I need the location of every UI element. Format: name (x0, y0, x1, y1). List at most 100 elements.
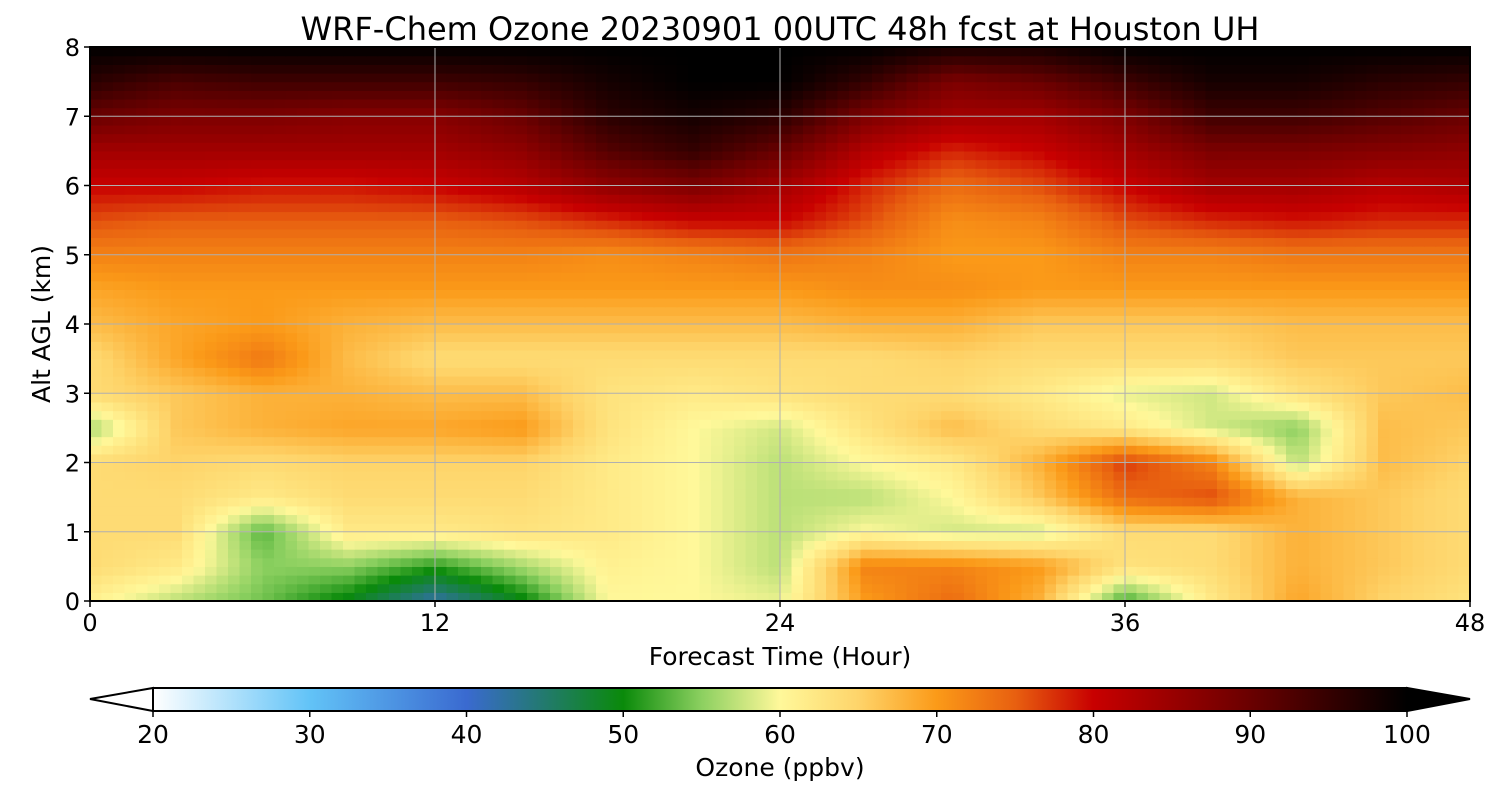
heatmap-cell (849, 272, 862, 282)
heatmap-cell (1044, 453, 1057, 464)
heatmap-cell (469, 436, 482, 446)
heatmap-cell (458, 497, 471, 507)
heatmap-cell (297, 324, 310, 334)
heatmap-cell (515, 471, 528, 481)
heatmap-cell (653, 246, 666, 256)
heatmap-cell (159, 488, 172, 498)
heatmap-cell (1113, 549, 1126, 559)
heatmap-cell (1297, 445, 1310, 455)
heatmap-cell (975, 246, 988, 256)
heatmap-cell (193, 419, 206, 429)
heatmap-cell (1263, 479, 1276, 490)
heatmap-cell (182, 332, 195, 342)
heatmap-cell (688, 592, 701, 601)
heatmap-cell (504, 349, 517, 360)
heatmap-cell (699, 479, 712, 490)
heatmap-cell (458, 505, 471, 516)
heatmap-cell (331, 272, 344, 282)
heatmap-cell (90, 298, 103, 308)
heatmap-cell (1332, 384, 1345, 394)
heatmap-cell (228, 436, 241, 446)
heatmap-cell (803, 427, 816, 438)
heatmap-cell (1332, 272, 1345, 282)
heatmap-cell (1171, 298, 1184, 308)
heatmap-cell (492, 540, 505, 550)
heatmap-cell (1389, 566, 1402, 576)
heatmap-cell (504, 488, 517, 498)
heatmap-cell (998, 298, 1011, 308)
heatmap-cell (780, 367, 793, 377)
heatmap-cell (1067, 479, 1080, 490)
heatmap-cell (826, 445, 839, 455)
heatmap-cell (527, 306, 540, 316)
heatmap-cell (389, 471, 402, 481)
heatmap-cell (688, 427, 701, 438)
heatmap-cell (1263, 514, 1276, 524)
heatmap-cell (1010, 566, 1023, 576)
heatmap-cell (182, 497, 195, 507)
heatmap-cell (883, 419, 896, 429)
heatmap-cell (1136, 306, 1149, 316)
heatmap-cell (1079, 419, 1092, 429)
heatmap-cell (239, 505, 252, 516)
heatmap-cell (1067, 254, 1080, 265)
heatmap-cell (366, 575, 379, 585)
heatmap-cell (90, 583, 103, 593)
heatmap-cell (481, 358, 494, 368)
heatmap-cell (780, 384, 793, 394)
heatmap-cell (745, 280, 758, 290)
heatmap-cell (170, 246, 183, 256)
heatmap-cell (918, 436, 931, 446)
heatmap-cell (1458, 246, 1470, 256)
heatmap-cell (492, 427, 505, 438)
heatmap-cell (1263, 367, 1276, 377)
heatmap-cell (1412, 419, 1425, 429)
heatmap-cell (481, 324, 494, 334)
heatmap-cell (320, 237, 333, 247)
heatmap-cell (297, 272, 310, 282)
heatmap-cell (515, 289, 528, 299)
heatmap-cell (1389, 367, 1402, 377)
heatmap-cell (906, 246, 919, 256)
heatmap-cell (400, 410, 413, 420)
heatmap-cell (883, 263, 896, 273)
heatmap-cell (205, 315, 218, 325)
heatmap-cell (320, 462, 333, 472)
heatmap-cell (883, 401, 896, 412)
heatmap-cell (1435, 349, 1448, 360)
heatmap-cell (354, 540, 367, 550)
heatmap-cell (803, 349, 816, 360)
heatmap-cell (711, 272, 724, 282)
heatmap-cell (113, 453, 126, 464)
heatmap-cell (504, 341, 517, 351)
heatmap-cell (182, 401, 195, 412)
heatmap-cell (561, 592, 574, 601)
heatmap-cell (561, 375, 574, 386)
heatmap-cell (941, 237, 954, 247)
heatmap-cell (469, 237, 482, 247)
heatmap-cell (1044, 358, 1057, 368)
heatmap-cell (607, 549, 620, 559)
heatmap-cell (1113, 419, 1126, 429)
heatmap-cell (239, 410, 252, 420)
heatmap-cell (1056, 514, 1069, 524)
heatmap-cell (734, 401, 747, 412)
heatmap-cell (1021, 575, 1034, 585)
heatmap-cell (147, 427, 160, 438)
heatmap-cell (906, 254, 919, 265)
heatmap-cell (1332, 531, 1345, 542)
heatmap-cell (1067, 592, 1080, 601)
heatmap-cell (1171, 393, 1184, 403)
heatmap-cell (182, 280, 195, 290)
heatmap-cell (1010, 497, 1023, 507)
heatmap-cell (469, 445, 482, 455)
heatmap-cell (1424, 358, 1437, 368)
heatmap-cell (607, 298, 620, 308)
heatmap-cell (124, 436, 137, 446)
heatmap-cell (1205, 540, 1218, 550)
heatmap-cell (251, 479, 264, 490)
heatmap-cell (550, 531, 563, 542)
heatmap-cell (1378, 497, 1391, 507)
heatmap-cell (412, 254, 425, 265)
heatmap-cell (1263, 427, 1276, 438)
